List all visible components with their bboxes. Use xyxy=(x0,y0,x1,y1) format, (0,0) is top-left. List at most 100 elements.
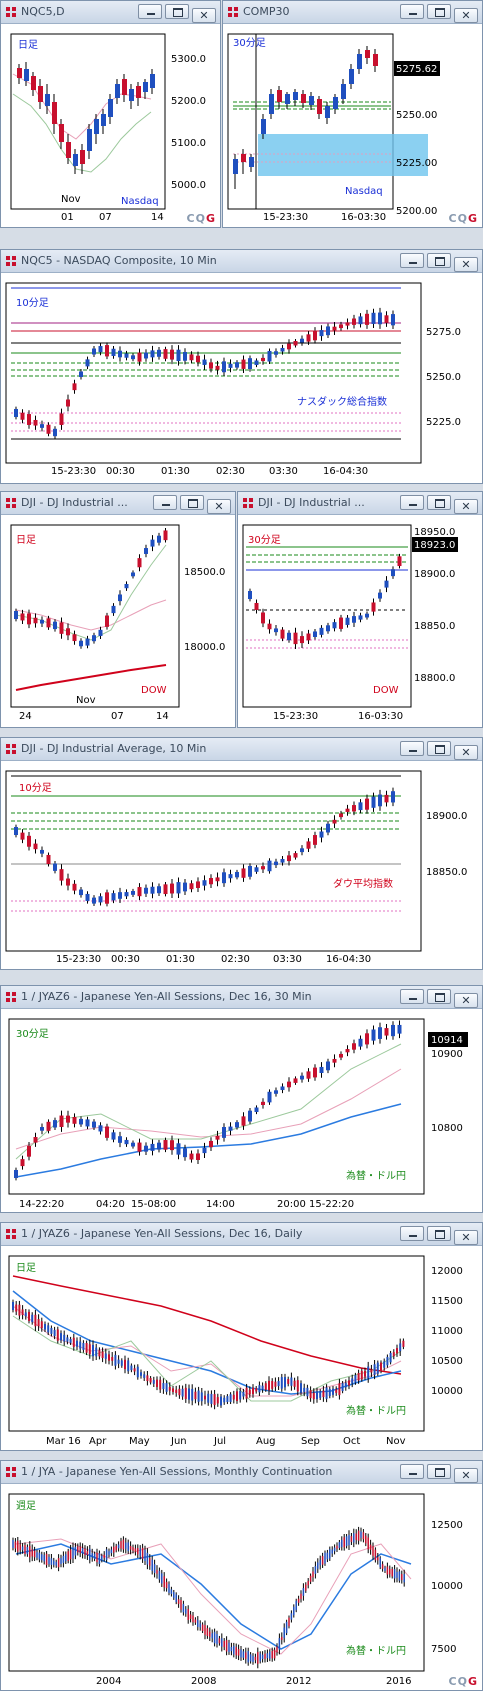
candle-body xyxy=(82,1342,85,1350)
chart-window-nqc5-10min[interactable]: NQC5 - NASDAQ Composite, 10 Min ✕ 10分足 ナ… xyxy=(0,249,483,484)
candle-body xyxy=(92,348,96,355)
window-titlebar[interactable]: 1 / JYA - Japanese Yen-All Sessions, Mon… xyxy=(1,1461,482,1484)
price-chart[interactable]: 10分足 ナスダック総合指数 5275.0 5250.0 5225.0 15-2… xyxy=(1,273,483,484)
maximize-button[interactable] xyxy=(427,741,451,756)
y-tick: 12000 xyxy=(431,1266,463,1277)
price-chart[interactable]: 30分足 DOW 18923.0 18950.0 18900.0 18850.0… xyxy=(238,515,483,728)
window-title: 1 / JYAZ6 - Japanese Yen-All Sessions, D… xyxy=(21,990,312,1003)
chart-window-nqc5-daily[interactable]: NQC5,D ✕ xyxy=(0,0,221,228)
candle-body xyxy=(194,1391,197,1400)
y-tick: 5225.0 xyxy=(426,417,461,428)
maximize-button[interactable] xyxy=(165,4,189,19)
candle-body xyxy=(386,1356,389,1366)
candle-body xyxy=(396,1572,398,1578)
price-chart[interactable]: 日足 DOW 18500.0 18000.0 Nov 24 07 14 xyxy=(1,515,236,728)
candle-body xyxy=(242,1651,245,1658)
window-titlebar[interactable]: NQC5 - NASDAQ Composite, 10 Min ✕ xyxy=(1,250,482,273)
candle-body xyxy=(248,590,252,600)
candle-body xyxy=(248,1110,252,1122)
x-month-label: Nov xyxy=(61,194,81,205)
close-button[interactable]: ✕ xyxy=(454,8,478,23)
chart-window-dji-daily[interactable]: DJI - DJ Industrial ... ✕ 日足 DOW 18500.0… xyxy=(0,491,236,728)
candle-body xyxy=(274,628,278,633)
close-button[interactable]: ✕ xyxy=(454,257,478,272)
chart-area[interactable]: 30分足 為替・ドル円 10914 10900 10800 14-22:20 0… xyxy=(1,1009,482,1212)
candle-body xyxy=(332,819,337,824)
chart-area[interactable]: 10分足 ダウ平均指数 18900.0 18850.0 15-23:30 00:… xyxy=(1,761,482,969)
chart-area[interactable]: 日足 DOW 18500.0 18000.0 Nov 24 07 14 xyxy=(1,515,235,727)
maximize-button[interactable] xyxy=(427,989,451,1004)
chart-window-dji-30min[interactable]: DJI - DJ Industrial ... ✕ 30分足 DOW 18923… xyxy=(237,491,483,728)
candle-body xyxy=(204,1395,206,1400)
chart-window-jpy-daily[interactable]: 1 / JYAZ6 - Japanese Yen-All Sessions, D… xyxy=(0,1222,483,1451)
window-titlebar[interactable]: DJI - DJ Industrial ... ✕ xyxy=(1,492,235,515)
close-button[interactable]: ✕ xyxy=(454,1230,478,1245)
candle-body xyxy=(352,805,356,812)
minimize-button[interactable] xyxy=(400,4,424,19)
chart-area[interactable]: 10分足 ナスダック総合指数 5275.0 5250.0 5225.0 15-2… xyxy=(1,273,482,483)
candle-body xyxy=(344,1382,347,1388)
maximize-button[interactable] xyxy=(427,253,451,268)
chart-area[interactable]: 週足 為替・ドル円 12500 10000 7500 2004 2008 201… xyxy=(1,1484,482,1690)
price-chart[interactable]: 30分足 為替・ドル円 10914 10900 10800 14-22:20 0… xyxy=(1,1009,483,1213)
candle-body xyxy=(180,1600,182,1610)
window-titlebar[interactable]: DJI - DJ Industrial ... ✕ xyxy=(238,492,482,515)
chart-window-dji-10min[interactable]: DJI - DJ Industrial Average, 10 Min ✕ 10… xyxy=(0,737,483,970)
close-button[interactable]: ✕ xyxy=(454,1468,478,1483)
candle-body xyxy=(233,1645,235,1655)
maximize-button[interactable] xyxy=(427,4,451,19)
candle-body xyxy=(26,1546,29,1555)
chart-area[interactable]: 日足 為替・ドル円 12000 11500 11000 10500 10000 … xyxy=(1,1246,482,1450)
candle-body xyxy=(235,871,239,878)
window-titlebar[interactable]: DJI - DJ Industrial Average, 10 Min ✕ xyxy=(1,738,482,761)
price-chart[interactable]: 10分足 ダウ平均指数 18900.0 18850.0 15-23:30 00:… xyxy=(1,761,483,970)
minimize-button[interactable] xyxy=(400,989,424,1004)
candle-body xyxy=(191,1388,194,1401)
window-titlebar[interactable]: COMP30 ✕ xyxy=(223,1,482,24)
window-titlebar[interactable]: 1 / JYAZ6 - Japanese Yen-All Sessions, D… xyxy=(1,986,482,1009)
candle-body xyxy=(182,1603,185,1613)
candle-body xyxy=(242,1391,245,1397)
minimize-button[interactable] xyxy=(400,1226,424,1241)
maximize-button[interactable] xyxy=(427,1226,451,1241)
candle-body xyxy=(230,1646,233,1652)
close-button[interactable]: ✕ xyxy=(454,745,478,760)
minimize-button[interactable] xyxy=(400,253,424,268)
symbol-label: Nasdaq xyxy=(345,186,383,197)
close-button[interactable]: ✕ xyxy=(192,8,216,23)
symbol-label: DOW xyxy=(373,685,399,696)
maximize-button[interactable] xyxy=(427,1464,451,1479)
price-chart[interactable]: 日足 為替・ドル円 12000 11500 11000 10500 10000 … xyxy=(1,1246,483,1451)
maximize-button[interactable] xyxy=(427,495,451,510)
candle-body xyxy=(319,831,324,838)
price-chart[interactable]: 日足 Nasdaq 5300.0 5200.0 5100.0 5000.0 No… xyxy=(1,24,221,228)
price-chart[interactable]: 30分足 Nasdaq 5275.62 5250.00 5225.00 5200… xyxy=(223,24,483,228)
y-tick: 18850.0 xyxy=(426,867,467,878)
minimize-button[interactable] xyxy=(153,495,177,510)
candle-body xyxy=(326,823,330,833)
x-tick: 15-08:00 xyxy=(131,1199,176,1210)
candle-body xyxy=(396,1348,398,1354)
candle-body xyxy=(280,1377,283,1389)
minimize-button[interactable] xyxy=(400,495,424,510)
window-titlebar[interactable]: 1 / JYAZ6 - Japanese Yen-All Sessions, D… xyxy=(1,1223,482,1246)
chart-area[interactable]: 30分足 DOW 18923.0 18950.0 18900.0 18850.0… xyxy=(238,515,482,727)
close-button[interactable]: ✕ xyxy=(454,499,478,514)
minimize-button[interactable] xyxy=(138,4,162,19)
candle-body xyxy=(225,1640,228,1652)
chart-area[interactable]: 30分足 Nasdaq 5275.62 5250.00 5225.00 5200… xyxy=(223,24,482,227)
chart-window-comp30[interactable]: COMP30 ✕ xyxy=(222,0,483,228)
minimize-button[interactable] xyxy=(400,1464,424,1479)
window-titlebar[interactable]: NQC5,D ✕ xyxy=(1,1,220,24)
candle-body xyxy=(162,1383,165,1390)
price-chart[interactable]: 週足 為替・ドル円 12500 10000 7500 2004 2008 201… xyxy=(1,1484,483,1691)
close-button[interactable]: ✕ xyxy=(207,499,231,514)
chart-window-jpy-30min[interactable]: 1 / JYAZ6 - Japanese Yen-All Sessions, D… xyxy=(0,985,483,1213)
close-button[interactable]: ✕ xyxy=(454,993,478,1008)
chart-area[interactable]: 日足 Nasdaq 5300.0 5200.0 5100.0 5000.0 No… xyxy=(1,24,220,227)
maximize-button[interactable] xyxy=(180,495,204,510)
chart-window-jpy-monthly[interactable]: 1 / JYA - Japanese Yen-All Sessions, Mon… xyxy=(0,1460,483,1691)
candle-body xyxy=(287,632,291,641)
candle-body xyxy=(332,1388,334,1395)
minimize-button[interactable] xyxy=(400,741,424,756)
